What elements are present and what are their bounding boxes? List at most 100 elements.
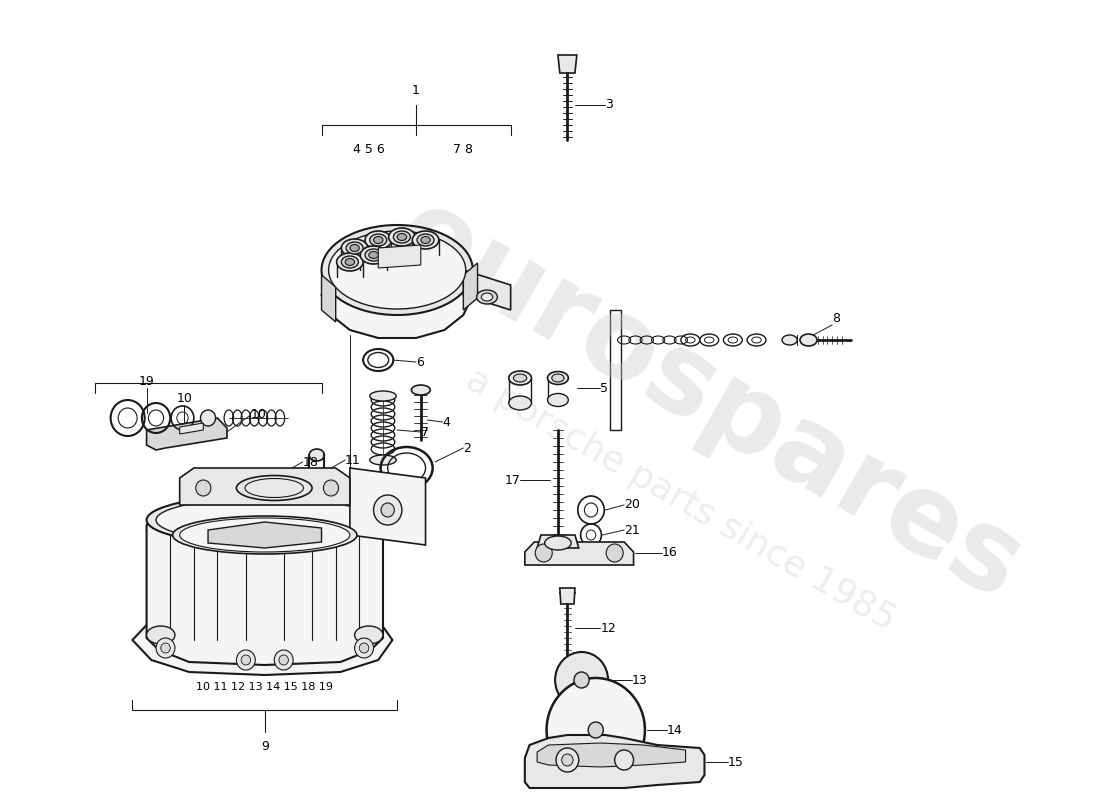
Ellipse shape [548,394,569,406]
Text: 13: 13 [631,674,648,686]
Ellipse shape [173,516,358,554]
Ellipse shape [782,335,797,345]
Text: 8: 8 [833,312,840,325]
Polygon shape [525,542,634,565]
Circle shape [547,678,645,782]
Circle shape [323,480,339,496]
Circle shape [615,750,634,770]
Text: 2: 2 [463,442,471,454]
Polygon shape [179,468,350,505]
Ellipse shape [544,536,571,550]
Text: 10: 10 [251,409,266,422]
Ellipse shape [370,455,396,465]
Polygon shape [378,245,421,268]
Ellipse shape [365,249,382,261]
Ellipse shape [341,256,359,268]
Text: 21: 21 [624,523,640,537]
Ellipse shape [509,396,531,410]
Circle shape [360,643,368,653]
Polygon shape [537,743,685,767]
Polygon shape [321,275,336,322]
Circle shape [279,655,288,665]
Text: 3: 3 [605,98,613,111]
Ellipse shape [309,484,324,496]
Ellipse shape [417,234,434,246]
Circle shape [196,480,211,496]
Circle shape [381,503,394,517]
Ellipse shape [309,449,324,461]
Ellipse shape [548,371,569,385]
Polygon shape [350,468,426,545]
Text: 6: 6 [416,355,424,369]
Ellipse shape [509,371,531,385]
Ellipse shape [345,258,354,266]
Text: 7 8: 7 8 [453,143,473,156]
Ellipse shape [146,495,383,545]
Text: 7: 7 [421,426,429,438]
Circle shape [574,672,590,688]
Ellipse shape [482,293,493,301]
Circle shape [241,655,251,665]
Text: 4 5 6: 4 5 6 [353,143,385,156]
Ellipse shape [552,374,564,382]
Text: 17: 17 [504,474,520,486]
Polygon shape [146,418,227,450]
Polygon shape [463,263,477,310]
Ellipse shape [397,234,407,241]
Ellipse shape [346,242,363,254]
Ellipse shape [368,251,378,258]
Text: 4: 4 [442,415,450,429]
Text: 16: 16 [662,546,678,559]
Ellipse shape [361,246,387,264]
Circle shape [606,544,624,562]
Polygon shape [179,423,204,434]
Ellipse shape [421,237,430,243]
Circle shape [156,638,175,658]
Text: 9: 9 [261,740,268,753]
Text: 12: 12 [601,622,616,634]
Ellipse shape [179,518,350,552]
Text: 20: 20 [624,498,640,511]
Ellipse shape [354,626,383,644]
Ellipse shape [394,231,410,243]
Polygon shape [132,607,393,675]
Polygon shape [208,522,321,548]
Polygon shape [560,588,575,604]
Ellipse shape [156,498,374,542]
Polygon shape [525,735,704,788]
Ellipse shape [411,385,430,395]
Circle shape [374,495,401,525]
Text: 10 11 12 13 14 15 18 19: 10 11 12 13 14 15 18 19 [196,682,333,692]
Text: 19: 19 [139,375,154,388]
Circle shape [354,638,374,658]
Circle shape [556,652,608,708]
Text: eurospares: eurospares [378,178,1041,622]
Text: 10: 10 [176,392,192,405]
Polygon shape [321,252,473,338]
Circle shape [562,754,573,766]
Circle shape [536,544,552,562]
Ellipse shape [374,237,383,243]
Ellipse shape [388,228,415,246]
Ellipse shape [800,334,817,346]
Bar [609,310,622,430]
Ellipse shape [146,626,175,644]
Circle shape [588,722,603,738]
Text: 1: 1 [412,84,420,97]
Polygon shape [558,55,576,73]
Circle shape [236,650,255,670]
Ellipse shape [350,245,360,251]
Ellipse shape [412,231,439,249]
Circle shape [274,650,293,670]
Text: 18: 18 [302,455,319,469]
Circle shape [200,410,216,426]
Text: 14: 14 [667,723,682,737]
Ellipse shape [337,253,363,271]
Ellipse shape [329,231,465,309]
Polygon shape [463,270,510,310]
Text: 5: 5 [601,382,608,394]
Polygon shape [537,535,579,548]
Circle shape [556,748,579,772]
Ellipse shape [370,234,387,246]
Polygon shape [146,498,383,665]
